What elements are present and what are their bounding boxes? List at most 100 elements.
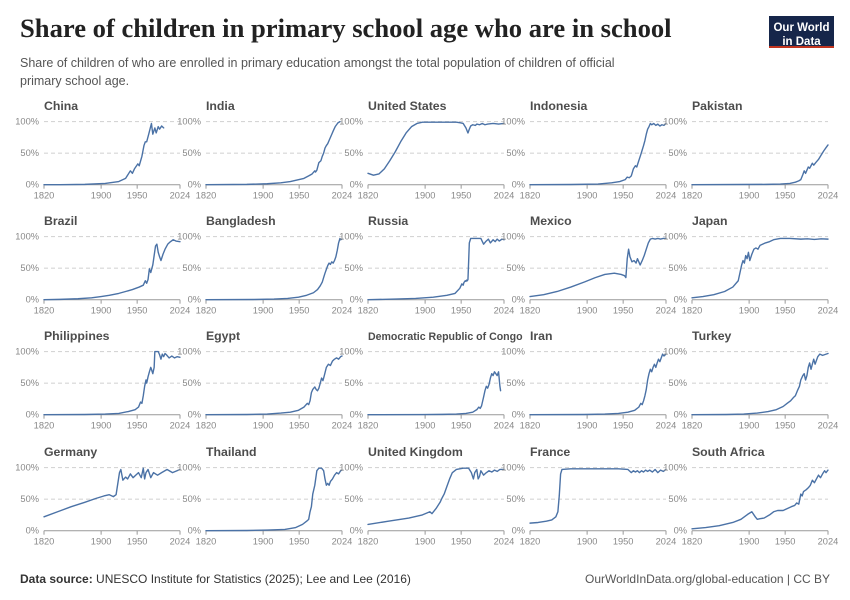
svg-text:100%: 100%: [663, 347, 687, 357]
svg-text:0%: 0%: [350, 525, 363, 535]
svg-text:100%: 100%: [663, 117, 687, 127]
svg-text:1820: 1820: [520, 536, 541, 546]
svg-text:50%: 50%: [182, 494, 201, 504]
svg-text:2024: 2024: [818, 191, 839, 201]
svg-text:1820: 1820: [682, 306, 703, 316]
svg-text:1950: 1950: [613, 421, 634, 431]
svg-text:1900: 1900: [577, 421, 598, 431]
svg-text:1900: 1900: [253, 306, 274, 316]
svg-text:0%: 0%: [674, 525, 687, 535]
svg-text:1900: 1900: [415, 421, 436, 431]
svg-text:South Africa: South Africa: [692, 445, 765, 459]
svg-text:50%: 50%: [344, 379, 363, 389]
svg-text:1820: 1820: [682, 191, 703, 201]
svg-text:100%: 100%: [15, 462, 39, 472]
svg-text:0%: 0%: [26, 180, 39, 190]
svg-text:Russia: Russia: [368, 214, 408, 228]
svg-text:1900: 1900: [739, 536, 760, 546]
svg-text:1900: 1900: [91, 536, 112, 546]
svg-text:100%: 100%: [501, 347, 525, 357]
svg-text:1950: 1950: [127, 306, 148, 316]
svg-text:50%: 50%: [20, 148, 39, 158]
svg-text:100%: 100%: [15, 232, 39, 242]
svg-text:1950: 1950: [451, 421, 472, 431]
svg-text:0%: 0%: [26, 410, 39, 420]
svg-text:Democratic Republic of Congo: Democratic Republic of Congo: [368, 331, 523, 343]
svg-text:India: India: [206, 99, 235, 113]
svg-text:1900: 1900: [739, 191, 760, 201]
svg-text:1820: 1820: [34, 536, 55, 546]
svg-text:1900: 1900: [253, 536, 274, 546]
svg-text:France: France: [530, 445, 570, 459]
svg-text:0%: 0%: [188, 525, 201, 535]
svg-text:1820: 1820: [196, 536, 217, 546]
svg-text:100%: 100%: [15, 347, 39, 357]
svg-text:Philippines: Philippines: [44, 329, 110, 343]
svg-text:2024: 2024: [818, 536, 839, 546]
svg-text:1950: 1950: [451, 191, 472, 201]
svg-text:Bangladesh: Bangladesh: [206, 214, 276, 228]
svg-text:1820: 1820: [682, 421, 703, 431]
svg-text:1950: 1950: [289, 536, 310, 546]
svg-text:100%: 100%: [339, 232, 363, 242]
svg-text:1900: 1900: [577, 191, 598, 201]
svg-text:0%: 0%: [674, 295, 687, 305]
svg-text:United States: United States: [368, 99, 447, 113]
svg-text:0%: 0%: [512, 410, 525, 420]
svg-text:1950: 1950: [451, 306, 472, 316]
svg-text:50%: 50%: [668, 263, 687, 273]
svg-text:50%: 50%: [668, 494, 687, 504]
svg-text:50%: 50%: [668, 379, 687, 389]
svg-text:1820: 1820: [358, 536, 379, 546]
svg-text:100%: 100%: [501, 117, 525, 127]
svg-text:Turkey: Turkey: [692, 329, 732, 343]
svg-text:100%: 100%: [177, 347, 201, 357]
svg-text:100%: 100%: [339, 117, 363, 127]
svg-text:1820: 1820: [520, 191, 541, 201]
svg-text:1950: 1950: [775, 306, 796, 316]
svg-text:1820: 1820: [682, 536, 703, 546]
svg-text:1950: 1950: [127, 421, 148, 431]
svg-text:1950: 1950: [613, 306, 634, 316]
svg-text:100%: 100%: [663, 232, 687, 242]
svg-text:100%: 100%: [177, 462, 201, 472]
svg-text:50%: 50%: [344, 263, 363, 273]
svg-text:0%: 0%: [674, 410, 687, 420]
svg-text:1820: 1820: [358, 191, 379, 201]
svg-text:1950: 1950: [775, 191, 796, 201]
svg-text:1950: 1950: [775, 421, 796, 431]
svg-text:50%: 50%: [668, 148, 687, 158]
svg-text:0%: 0%: [188, 410, 201, 420]
svg-text:1900: 1900: [739, 421, 760, 431]
svg-text:1950: 1950: [451, 536, 472, 546]
svg-text:50%: 50%: [182, 263, 201, 273]
svg-text:1820: 1820: [196, 421, 217, 431]
svg-text:1820: 1820: [34, 306, 55, 316]
svg-text:1950: 1950: [775, 536, 796, 546]
svg-text:100%: 100%: [501, 232, 525, 242]
svg-text:1820: 1820: [196, 191, 217, 201]
svg-text:100%: 100%: [501, 462, 525, 472]
svg-text:1950: 1950: [289, 191, 310, 201]
svg-text:1950: 1950: [127, 191, 148, 201]
svg-text:100%: 100%: [177, 117, 201, 127]
svg-text:100%: 100%: [177, 232, 201, 242]
svg-text:1820: 1820: [196, 306, 217, 316]
svg-text:United Kingdom: United Kingdom: [368, 445, 463, 459]
svg-text:1900: 1900: [91, 306, 112, 316]
svg-text:0%: 0%: [188, 295, 201, 305]
svg-text:Egypt: Egypt: [206, 329, 240, 343]
svg-text:1820: 1820: [34, 191, 55, 201]
svg-text:Pakistan: Pakistan: [692, 99, 743, 113]
svg-text:1820: 1820: [358, 421, 379, 431]
svg-text:0%: 0%: [26, 525, 39, 535]
svg-text:50%: 50%: [506, 494, 525, 504]
svg-text:Japan: Japan: [692, 214, 728, 228]
svg-text:Indonesia: Indonesia: [530, 99, 587, 113]
svg-text:0%: 0%: [674, 180, 687, 190]
svg-text:0%: 0%: [512, 295, 525, 305]
svg-text:1900: 1900: [91, 421, 112, 431]
svg-text:1820: 1820: [520, 421, 541, 431]
svg-text:1900: 1900: [739, 306, 760, 316]
svg-text:1950: 1950: [613, 191, 634, 201]
